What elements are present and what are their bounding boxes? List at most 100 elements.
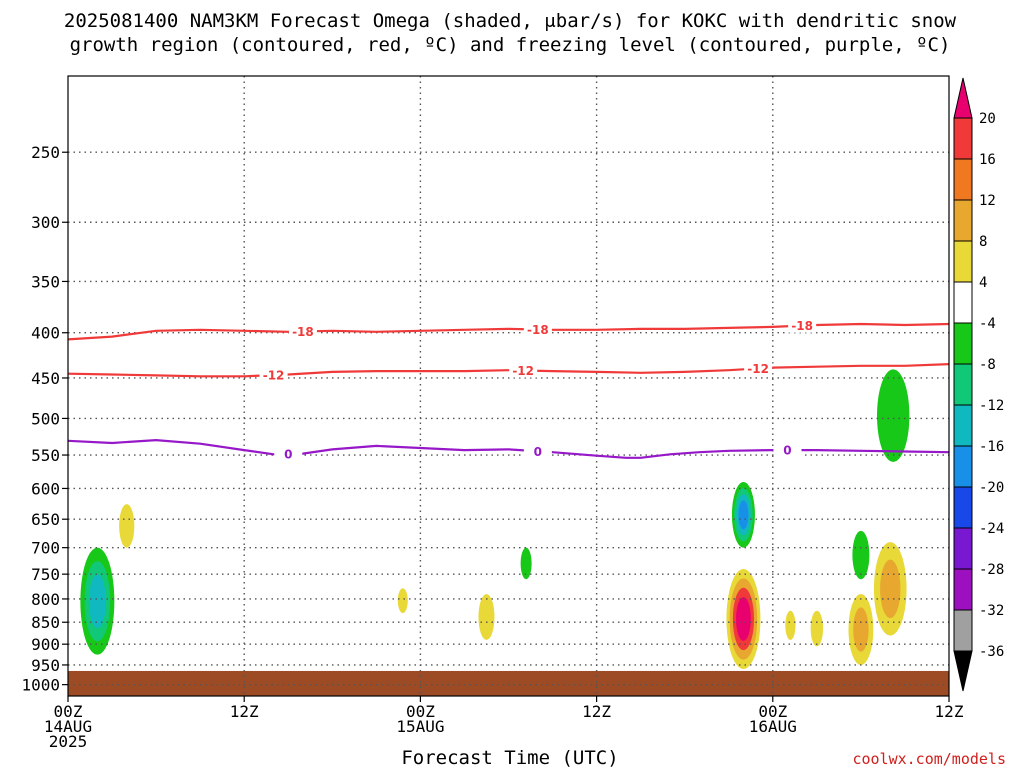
contour-0-label-bg-0 — [288, 324, 317, 339]
x-tick-label-60-0: 12Z — [935, 702, 964, 721]
colorbar-label-7: -12 — [979, 398, 1004, 414]
contour-2-label-bg-1 — [523, 444, 552, 459]
y-tick-label-700: 700 — [31, 539, 60, 558]
credit-text[interactable]: coolwx.com/models — [852, 750, 1006, 768]
omega-cell-12-level-0 — [877, 369, 910, 462]
omega-cell-5-level-3 — [738, 500, 749, 530]
omega-cell-8-level-0 — [810, 610, 824, 647]
omega-cell-2-level-0 — [397, 588, 408, 614]
below-ground-fill-rect — [68, 670, 949, 696]
contour-1-label-bg-0 — [259, 368, 288, 383]
axes: 250 300 350 400 450 500 550 600 650 700 750 800 850 9… — [21, 75, 964, 751]
grid — [68, 76, 949, 696]
contours: -18 -18 -18 -12 -12 -12 0 0 0 — [67, 318, 950, 461]
colorbar-label-4: 4 — [979, 275, 987, 291]
colorbar-label-6: -8 — [979, 357, 996, 373]
y-tick-label-350: 350 — [31, 272, 60, 291]
contour-2-label-2: 0 — [783, 444, 791, 458]
y-tick-label-1000: 1000 — [21, 676, 60, 695]
colorbar-band-9 — [953, 445, 973, 488]
contour-0-label-bg-1 — [523, 322, 552, 337]
x-tick-label-12-0: 12Z — [230, 702, 259, 721]
colorbar-label-10: -24 — [979, 521, 1004, 537]
contour-1-label-0: -12 — [263, 369, 285, 383]
y-tick-label-750: 750 — [31, 565, 60, 584]
omega-cell-7-level-0 — [785, 610, 796, 640]
omega-cell-4-level-0 — [520, 547, 532, 580]
colorbar-band-13 — [953, 609, 973, 652]
contour-0-label-1: -18 — [527, 323, 549, 337]
colorbar-bottom-arrow — [953, 650, 973, 692]
colorbar-label-0: 20 — [979, 111, 996, 127]
x-axis-label: Forecast Time (UTC) — [401, 747, 618, 768]
y-tick-label-250: 250 — [31, 143, 60, 162]
colorbar-band-7 — [953, 363, 973, 406]
y-tick-label-950: 950 — [31, 656, 60, 675]
colorbar-band-12 — [953, 568, 973, 611]
y-tick-label-450: 450 — [31, 369, 60, 388]
colorbar-label-2: 12 — [979, 193, 996, 209]
colorbar-band-2 — [953, 158, 973, 201]
omega-cell-11-level-1 — [880, 559, 901, 619]
colorbar-band-5 — [953, 281, 973, 324]
contour-2-label-bg-2 — [773, 443, 802, 458]
colorbar-label-11: -28 — [979, 562, 1004, 578]
colorbar-label-1: 16 — [979, 152, 996, 168]
y-tick-label-900: 900 — [31, 635, 60, 654]
contour-2-label-1: 0 — [534, 445, 542, 459]
contour-1-label-bg-2 — [744, 361, 773, 376]
contour-0-label-0: -18 — [292, 325, 314, 339]
colorbar-band-11 — [953, 527, 973, 570]
y-tick-label-650: 650 — [31, 510, 60, 529]
colorbar: 20 16 12 8 4 -4 -8 -12 -16 -20 -24 -28 -32 -36 — [953, 77, 1004, 692]
contour-1-label-2: -12 — [747, 362, 769, 376]
omega-cell-0-level-2 — [88, 574, 106, 628]
colorbar-label-5: -4 — [979, 316, 996, 332]
contour-1-label-bg-1 — [509, 363, 538, 378]
x-tick-label-48-0: 00Z — [758, 702, 787, 721]
omega-shading — [80, 369, 910, 669]
x-tick-label-24-1: 15AUG — [396, 717, 444, 736]
y-tick-label-800: 800 — [31, 590, 60, 609]
y-tick-label-600: 600 — [31, 479, 60, 498]
below-ground-fill — [68, 670, 949, 696]
colorbar-band-6 — [953, 322, 973, 365]
y-tick-label-550: 550 — [31, 446, 60, 465]
y-tick-label-850: 850 — [31, 613, 60, 632]
y-tick-label-500: 500 — [31, 409, 60, 428]
omega-cell-10-level-1 — [853, 607, 869, 652]
plot-frame — [67, 75, 950, 697]
colorbar-band-10 — [953, 486, 973, 529]
x-tick-label-36-0: 12Z — [582, 702, 611, 721]
colorbar-band-1 — [953, 117, 973, 160]
contour-2-label-0: 0 — [284, 447, 292, 461]
omega-cell-1-level-0 — [119, 504, 135, 548]
x-tick-label-0-1: 14AUG — [44, 717, 92, 736]
colorbar-label-8: -16 — [979, 439, 1004, 455]
contour-0-label-2: -18 — [791, 319, 813, 333]
colorbar-label-12: -32 — [979, 603, 1004, 619]
contour-0 — [67, 322, 950, 341]
colorbar-label-3: 8 — [979, 234, 987, 250]
colorbar-label-9: -20 — [979, 480, 1004, 496]
contour-1 — [67, 363, 950, 378]
colorbar-band-3 — [953, 199, 973, 242]
y-tick-label-300: 300 — [31, 213, 60, 232]
x-tick-label-48-1: 16AUG — [749, 717, 797, 736]
y-tick-label-400: 400 — [31, 324, 60, 343]
contour-0-label-bg-2 — [788, 318, 817, 333]
colorbar-label-13: -36 — [979, 644, 1004, 660]
omega-cell-6-level-3 — [736, 597, 751, 641]
colorbar-top-arrow — [953, 77, 973, 119]
contour-2-label-bg-0 — [274, 446, 303, 461]
x-tick-label-0-0: 00Z — [54, 702, 83, 721]
colorbar-band-4 — [953, 240, 973, 283]
omega-cell-9-level-0 — [852, 530, 870, 580]
chart-title-line-2: growth region (contoured, red, ºC) and f… — [70, 34, 951, 56]
colorbar-band-8 — [953, 404, 973, 447]
x-tick-label-24-0: 00Z — [406, 702, 435, 721]
omega-cell-3-level-0 — [478, 594, 495, 640]
chart-title-line-1: 2025081400 NAM3KM Forecast Omega (shaded… — [64, 10, 957, 32]
contour-1-label-1: -12 — [512, 364, 534, 378]
